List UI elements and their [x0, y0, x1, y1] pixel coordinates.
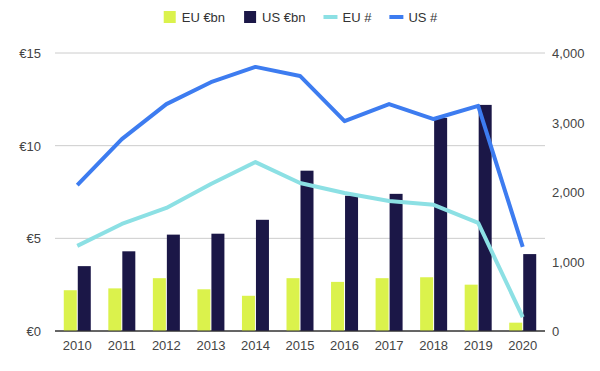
legend-item: US €bn: [244, 10, 305, 25]
x-tick-label: 2012: [152, 338, 181, 353]
bar: [345, 196, 358, 331]
legend-swatch: [244, 11, 256, 23]
axis-line: [55, 331, 545, 332]
bar: [420, 277, 433, 331]
grid-line: [55, 145, 545, 146]
x-tick-label: 2018: [419, 338, 448, 353]
bar: [331, 282, 344, 331]
y2-tick-label: 4,000: [552, 46, 585, 61]
grid-line: [55, 331, 545, 332]
grid-line: [55, 53, 545, 54]
legend-item: EU €bn: [164, 10, 225, 25]
legend: EU €bn US €bn EU # US #: [164, 10, 438, 25]
legend-label: EU #: [342, 10, 372, 25]
y-tick-label: €10: [19, 139, 41, 154]
legend-item: EU #: [323, 10, 372, 25]
bar: [78, 266, 91, 331]
y2-tick-label: 3,000: [552, 116, 585, 131]
bar: [256, 220, 269, 331]
legend-swatch: [323, 15, 337, 19]
y-tick-label: €15: [19, 46, 41, 61]
plot-area: [64, 67, 536, 331]
bar: [523, 254, 536, 331]
x-tick-label: 2014: [241, 338, 270, 353]
bar: [465, 285, 478, 331]
bar: [509, 323, 522, 331]
x-tick-label: 2019: [464, 338, 493, 353]
legend-swatch: [389, 15, 403, 19]
legend-swatch: [164, 11, 176, 23]
bar: [64, 290, 77, 331]
bar: [287, 278, 300, 331]
legend-item: US #: [389, 10, 438, 25]
y2-tick-label: 2,000: [552, 185, 585, 200]
x-tick-label: 2010: [63, 338, 92, 353]
grid-line: [55, 238, 545, 239]
bar: [211, 234, 224, 331]
bar: [122, 251, 135, 331]
x-tick-label: 2011: [108, 338, 136, 353]
x-tick-label: 2015: [286, 338, 315, 353]
bar: [108, 288, 121, 331]
line: [77, 67, 522, 247]
y2-tick-label: 1,000: [552, 255, 585, 270]
bar: [434, 118, 447, 331]
bar: [376, 278, 389, 331]
bar: [153, 278, 166, 331]
chart: €0 €5 €10 €15 0 1,000 2,000 3,000 4,000 2010 2011 2…: [0, 0, 600, 371]
bar: [197, 289, 210, 331]
legend-label: US €bn: [262, 10, 305, 25]
x-tick-label: 2017: [375, 338, 404, 353]
x-tick-label: 2013: [196, 338, 225, 353]
legend-label: EU €bn: [182, 10, 225, 25]
y-tick-label: €5: [27, 231, 41, 246]
line: [77, 162, 522, 317]
y-tick-label: €0: [27, 324, 41, 339]
bar: [301, 171, 314, 331]
y2-tick-label: 0: [552, 324, 559, 339]
legend-label: US #: [408, 10, 438, 25]
x-tick-label: 2020: [508, 338, 537, 353]
bar: [390, 194, 403, 331]
x-tick-label: 2016: [330, 338, 359, 353]
bar: [242, 296, 255, 331]
bar: [167, 235, 180, 331]
